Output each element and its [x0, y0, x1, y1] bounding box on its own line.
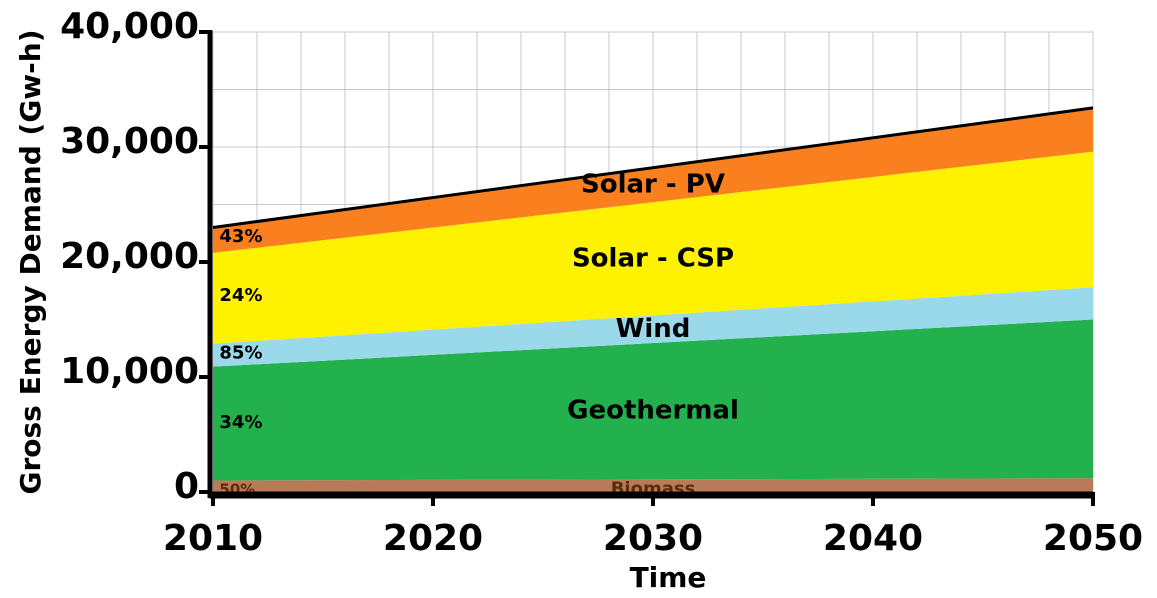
- share-label: 43%: [219, 226, 262, 247]
- series-label: Geothermal: [567, 396, 739, 426]
- share-label: 34%: [219, 412, 262, 433]
- y-axis-label: Gross Energy Demand (Gw-h): [14, 29, 47, 494]
- x-tick-label: 2030: [603, 518, 703, 559]
- y-tick-label: 30,000: [60, 121, 199, 162]
- total-outline: [212, 106, 1094, 229]
- series-label: Solar - PV: [581, 169, 725, 199]
- share-label: 85%: [219, 343, 262, 364]
- share-label: 24%: [219, 285, 262, 306]
- area: [213, 287, 1093, 367]
- x-tick-label: 2040: [823, 518, 923, 559]
- area: [213, 478, 1093, 492]
- y-tick-label: 0: [174, 466, 199, 507]
- series-label: Wind: [616, 314, 691, 344]
- x-tick-label: 2020: [383, 518, 483, 559]
- area: [213, 107, 1093, 253]
- area: [213, 319, 1093, 481]
- y-tick-label: 10,000: [60, 351, 199, 392]
- area: [213, 151, 1093, 344]
- y-tick-label: 40,000: [60, 6, 199, 47]
- x-tick-label: 2050: [1043, 518, 1143, 559]
- x-tick-label: 2010: [163, 518, 263, 559]
- x-axis-label: Time: [630, 561, 707, 594]
- y-tick-label: 20,000: [60, 236, 199, 277]
- series-label: Solar - CSP: [572, 243, 734, 273]
